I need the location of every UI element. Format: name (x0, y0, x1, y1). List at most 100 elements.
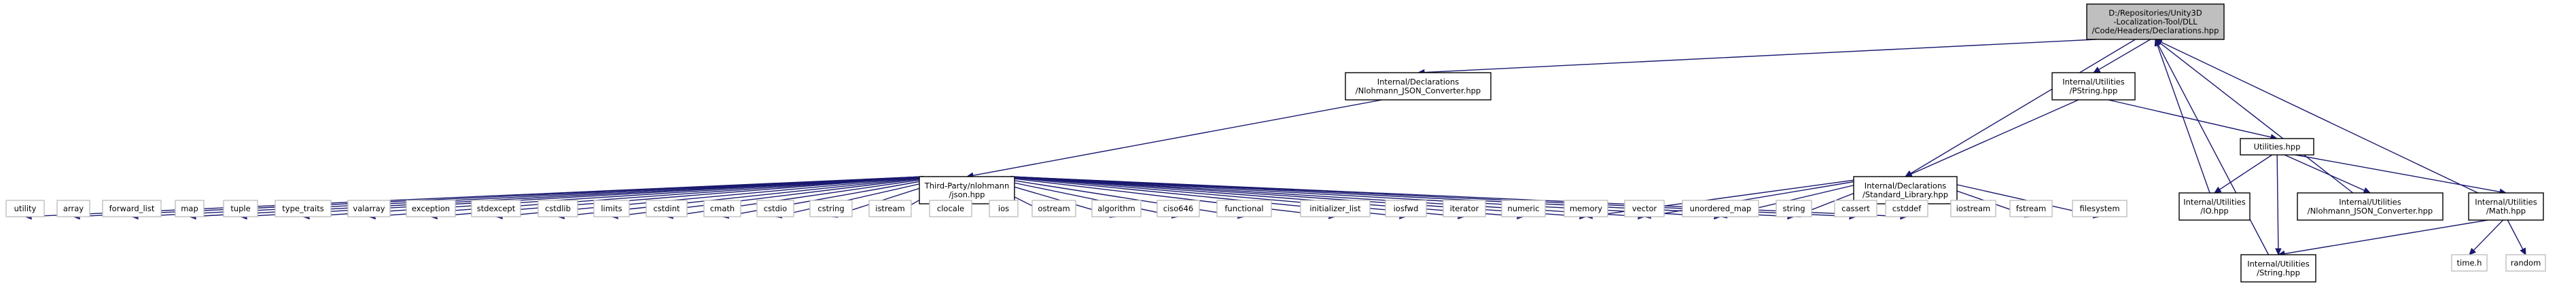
node-box (929, 200, 972, 217)
node-label-line: utility (14, 204, 37, 213)
node-label-line: /json.hpp (949, 190, 985, 200)
edge-line (79, 176, 924, 217)
node-box (1216, 200, 1272, 217)
node-stdlib-hpp[interactable]: Internal/Declarations/Standard_Library.h… (1853, 176, 1958, 204)
node-array: array (56, 200, 90, 217)
node-ciso646: ciso646 (1157, 200, 1200, 217)
node-box (102, 200, 162, 217)
node-label-line: memory (1570, 204, 1602, 213)
node-exception: exception (406, 200, 456, 217)
node-box (703, 200, 741, 217)
node-pstring[interactable]: Internal/Utilities/PString.hpp (2051, 72, 2136, 101)
node-box (868, 200, 912, 217)
node-label-line: valarray (353, 204, 385, 213)
node-label-line: istream (875, 204, 905, 213)
node-label-line: random (2511, 258, 2541, 268)
node-label-line: Utilities.hpp (2254, 142, 2301, 151)
node-label-line: iostream (1956, 204, 1991, 213)
node-string: string (1776, 200, 1812, 217)
node-box (1091, 200, 1142, 217)
node-string-hpp[interactable]: Internal/Utilities/String.hpp (2240, 254, 2316, 283)
edge-line (2284, 219, 2488, 255)
node-label-line: cstring (817, 204, 844, 213)
node-box (2468, 192, 2544, 221)
node-label-line: time.h (2457, 258, 2482, 268)
node-box (1501, 200, 1546, 217)
node-label-line: cassert (1841, 204, 1870, 213)
node-label-line: filesystem (2079, 204, 2119, 213)
edge-line (2473, 219, 2504, 251)
node-valarray: valarray (347, 200, 391, 217)
node-stdexcept: stdexcept (471, 200, 521, 217)
node-box (756, 200, 794, 217)
node-label-line: limits (601, 204, 622, 213)
edge-line (1424, 39, 2097, 73)
edge-line (2160, 41, 2479, 194)
node-box (2240, 138, 2314, 156)
node-label-line: /Math.hpp (2486, 206, 2526, 216)
node-box (1885, 200, 1928, 217)
node-label-line: tuple (230, 204, 250, 213)
edge-math-to-string_hpp (2277, 219, 2488, 257)
node-vector: vector (1624, 200, 1665, 217)
edges-layer (24, 38, 2526, 257)
node-box (5, 200, 45, 217)
edge-io-to-root (2154, 38, 2210, 194)
node-box (406, 200, 456, 217)
edge-line (2295, 154, 2501, 193)
node-label-line: iterator (1450, 204, 1479, 213)
node-box (1443, 200, 1486, 217)
edge-math-to-root (2154, 39, 2479, 194)
node-label-line: /Standard_Library.hpp (1863, 190, 1948, 200)
node-label-line: Internal/Utilities (2183, 198, 2245, 207)
node-label-line: functional (1224, 204, 1263, 213)
node-utilities[interactable]: Utilities.hpp (2240, 138, 2314, 156)
node-box (1834, 200, 1877, 217)
node-box (1564, 200, 1608, 217)
node-box (2051, 72, 2136, 101)
edge-line (972, 99, 1383, 177)
node-label-line: Internal/Utilities (2247, 259, 2309, 269)
node-label-line: forward_list (109, 204, 155, 213)
edge-utilities-to-string_hpp (2275, 154, 2282, 256)
node-label-line: Internal/Declarations (1377, 77, 1460, 87)
node-iosfwd: iosfwd (1385, 200, 1427, 217)
node-root[interactable]: D:/Repositories/Unity3D-Localization-Too… (2086, 3, 2225, 40)
node-box (1031, 200, 1076, 217)
node-label-line: vector (1632, 204, 1657, 213)
node-label-line: stdexcept (477, 204, 516, 213)
node-label-line: array (63, 204, 84, 213)
node-box (347, 200, 391, 217)
edge-line (1910, 39, 2136, 174)
node-label-line: Internal/Declarations (1865, 181, 1947, 191)
edge-line (1010, 176, 1518, 217)
arrowhead (2213, 186, 2222, 194)
node-box (537, 200, 578, 217)
edge-nlohconv-to-json (966, 99, 1383, 179)
node-iterator: iterator (1443, 200, 1486, 217)
node-box (646, 200, 688, 217)
node-label-line: /Nlohmann_JSON_Converter.hpp (1356, 86, 1481, 96)
node-box (1853, 176, 1958, 204)
node-algorithm: algorithm (1091, 200, 1142, 217)
node-cstdio: cstdio (756, 200, 794, 217)
node-cstring: cstring (809, 200, 853, 217)
node-io[interactable]: Internal/Utilities/IO.hpp (2178, 192, 2251, 221)
edge-line (2098, 39, 2151, 71)
node-label-line: /Code/Headers/Declarations.hpp (2092, 26, 2219, 35)
node-iostream: iostream (1950, 200, 1996, 217)
node-json[interactable]: Third-Party/nlohmann/json.hpp (919, 176, 1015, 204)
edge-utilities-to-math (2295, 154, 2507, 196)
node-math[interactable]: Internal/Utilities/Math.hpp (2468, 192, 2544, 221)
edge-uconv-to-root (2155, 39, 2354, 194)
node-nlohconv[interactable]: Internal/Declarations/Nlohmann_JSON_Conv… (1345, 72, 1492, 101)
edge-pstring-to-utilities (2108, 99, 2278, 141)
node-box (2009, 200, 2053, 217)
node-label-line: Internal/Utilities (2475, 198, 2537, 207)
node-uconv[interactable]: Internal/Utilities/Nlohmann_JSON_Convert… (2297, 192, 2443, 221)
node-fstream: fstream (2009, 200, 2053, 217)
node-label-line: Third-Party/nlohmann (924, 181, 1010, 191)
node-cmath: cmath (703, 200, 741, 217)
node-box (56, 200, 90, 217)
edge-math-to-random (2507, 219, 2526, 256)
